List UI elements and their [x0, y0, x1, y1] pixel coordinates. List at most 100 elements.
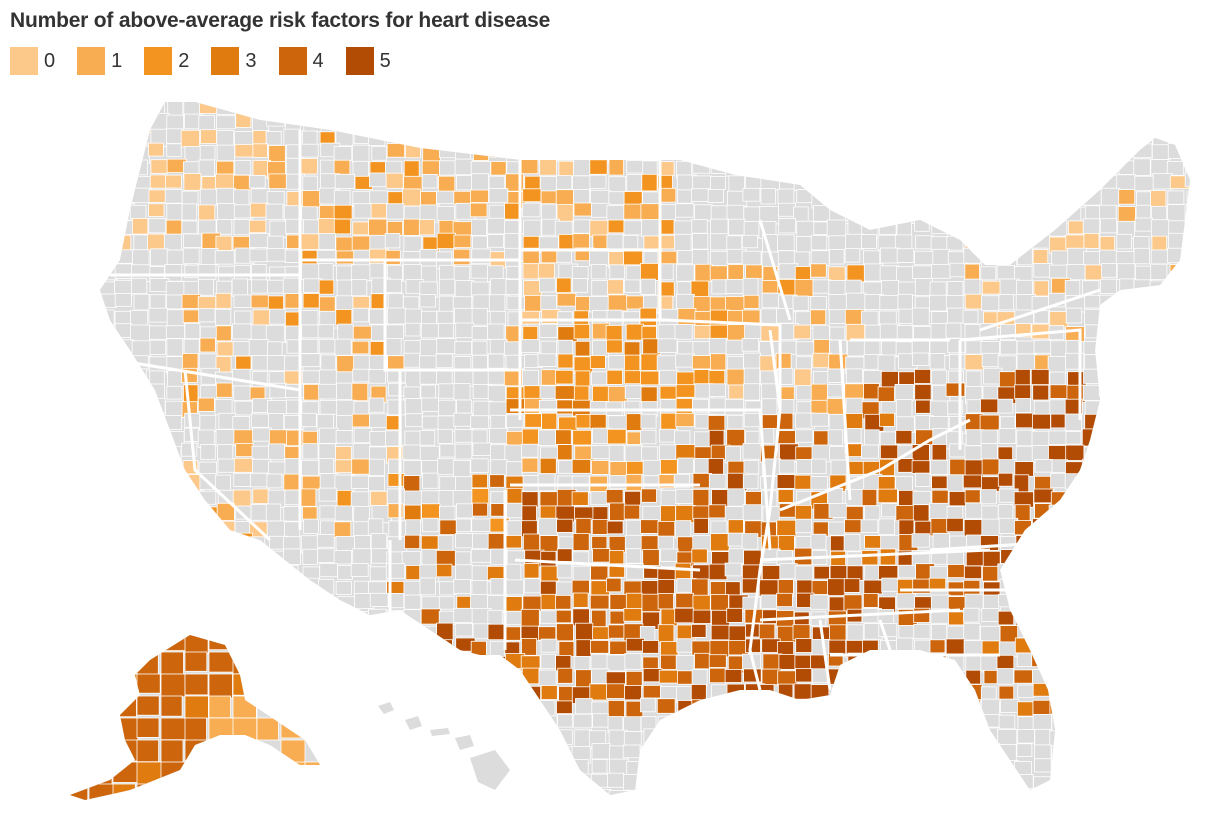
county-cell — [573, 656, 591, 672]
county-cell — [1066, 145, 1085, 165]
county-cell — [333, 550, 352, 565]
county-cell — [676, 686, 692, 702]
county-cell — [199, 758, 219, 777]
county-cell — [1034, 176, 1050, 192]
county-cell — [847, 340, 866, 357]
county-cell — [725, 158, 743, 177]
county-cell — [1117, 653, 1136, 670]
county-cell — [776, 308, 794, 324]
county-cell — [367, 128, 386, 147]
county-cell — [1151, 623, 1169, 642]
county-cell — [486, 565, 506, 581]
county-cell — [214, 308, 232, 326]
county-cell — [524, 294, 543, 312]
county-cell — [284, 458, 301, 476]
county-cell — [877, 102, 898, 119]
county-cell — [1134, 102, 1155, 119]
county-cell — [165, 325, 186, 339]
county-cell — [540, 550, 557, 568]
county-cell — [1050, 670, 1070, 684]
county-cell — [741, 129, 762, 144]
county-cell — [1115, 639, 1135, 654]
county-cell — [554, 129, 571, 145]
county-cell — [1186, 774, 1190, 792]
county-cell — [981, 352, 1000, 368]
county-cell — [454, 714, 472, 729]
county-cell — [624, 653, 642, 670]
county-cell — [812, 279, 832, 294]
county-cell — [421, 397, 439, 413]
county-cell — [538, 715, 558, 731]
county-cell — [318, 788, 336, 795]
borough-cell — [160, 739, 184, 766]
county-cell — [709, 715, 727, 729]
county-cell — [625, 144, 642, 158]
county-cell — [641, 593, 661, 613]
county-cell — [149, 397, 166, 414]
county-cell — [626, 431, 643, 445]
county-cell — [589, 159, 608, 175]
county-cell — [1133, 669, 1154, 687]
county-cell — [1102, 640, 1120, 657]
county-cell — [863, 383, 880, 400]
county-cell — [623, 203, 642, 220]
county-cell — [506, 265, 526, 280]
county-cell — [744, 115, 766, 133]
county-cell — [742, 187, 761, 202]
county-cell — [233, 472, 254, 487]
county-cell — [113, 743, 130, 758]
county-cell — [606, 683, 626, 699]
county-cell — [252, 143, 268, 158]
county-cell — [640, 278, 656, 295]
county-cell — [1082, 174, 1101, 189]
county-cell — [252, 309, 272, 326]
county-cell — [132, 398, 150, 416]
county-cell — [728, 625, 747, 642]
county-cell — [1084, 264, 1104, 281]
county-cell — [742, 473, 759, 490]
county-cell — [1099, 790, 1118, 795]
county-cell — [589, 413, 607, 429]
county-cell — [302, 293, 320, 309]
county-cell — [675, 655, 695, 673]
county-cell — [931, 475, 949, 490]
county-cell — [779, 563, 798, 580]
county-cell — [471, 700, 489, 716]
county-cell — [914, 250, 934, 266]
county-cell — [350, 475, 371, 489]
county-cell — [100, 234, 118, 251]
county-cell — [282, 671, 301, 687]
county-cell — [1152, 504, 1170, 519]
county-cell — [932, 248, 950, 265]
county-cell — [898, 281, 918, 296]
county-cell — [691, 548, 708, 564]
legend-label-2: 2 — [178, 49, 190, 72]
county-cell — [1101, 459, 1118, 478]
county-cell — [1017, 624, 1034, 639]
county-cell — [166, 143, 182, 157]
county-cell — [352, 295, 370, 310]
county-cell — [794, 115, 814, 130]
county-cell — [404, 413, 423, 428]
county-cell — [1170, 341, 1188, 358]
county-cell — [743, 352, 761, 369]
county-cell — [692, 505, 710, 520]
county-cell — [114, 459, 131, 476]
county-cell — [930, 160, 948, 179]
county-cell — [471, 325, 490, 341]
county-cell — [1049, 371, 1066, 386]
county-cell — [384, 233, 401, 249]
county-cell — [1068, 624, 1084, 641]
county-cell — [522, 788, 540, 795]
county-cell — [915, 701, 935, 718]
county-cell — [758, 715, 775, 734]
county-cell — [100, 427, 117, 444]
county-cell — [540, 758, 557, 774]
county-cell — [266, 580, 282, 596]
county-cell — [368, 102, 389, 117]
county-cell — [726, 683, 745, 702]
county-cell — [708, 504, 727, 519]
county-cell — [1084, 294, 1102, 309]
county-cell — [915, 235, 934, 250]
county-cell — [233, 385, 252, 402]
